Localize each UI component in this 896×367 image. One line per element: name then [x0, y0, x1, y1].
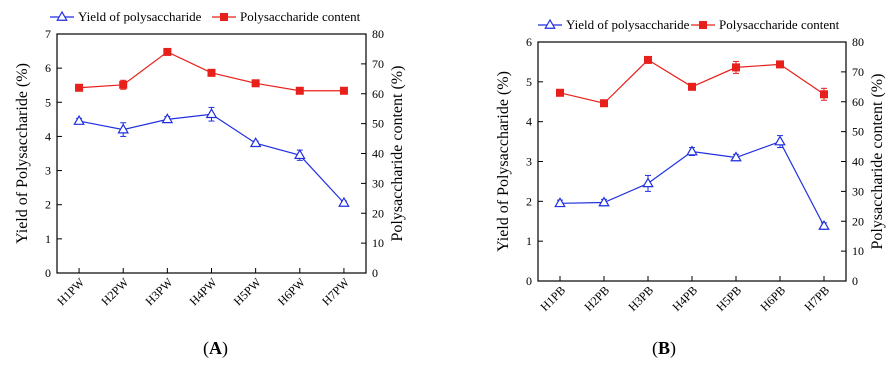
right-axis-tick-label: 30 — [852, 184, 864, 198]
x-axis-tick-label: H4PB — [669, 283, 700, 314]
left-axis-tick-label: 2 — [526, 194, 532, 208]
x-axis-tick-label: H2PW — [98, 275, 131, 308]
left-axis-tick-label: 5 — [526, 75, 532, 89]
left-axis-tick-label: 6 — [45, 61, 51, 75]
right-axis-tick-label: 10 — [372, 236, 384, 250]
content-point — [75, 83, 84, 92]
x-axis-tick-label: H4PW — [187, 275, 220, 308]
yield-point — [249, 137, 262, 148]
right-axis-title: Polysaccharide content (%) — [389, 66, 406, 242]
content-series-line — [559, 59, 825, 104]
yield-point — [818, 219, 830, 230]
panel-label-a: (A) — [203, 338, 228, 358]
yield-point — [730, 151, 742, 162]
content-point — [776, 60, 784, 69]
legend-yield-marker — [544, 18, 556, 29]
right-axis-tick-label: 0 — [852, 274, 858, 288]
right-axis-tick-label: 50 — [852, 125, 864, 139]
left-axis-tick-label: 6 — [526, 35, 532, 49]
legend-content-marker — [699, 21, 707, 29]
right-axis-tick-label: 80 — [852, 35, 864, 49]
left-axis-tick-label: 3 — [45, 164, 51, 178]
right-axis-tick-label: 60 — [852, 95, 864, 109]
left-axis-tick-label: 3 — [526, 155, 532, 169]
content-point — [339, 86, 348, 95]
left-axis-tick-label: 4 — [45, 129, 51, 143]
content-point — [295, 86, 304, 95]
right-axis-tick-label: 20 — [852, 214, 864, 228]
right-axis-tick-label: 70 — [372, 57, 384, 71]
x-axis-tick-label: H1PW — [54, 275, 87, 308]
content-point — [644, 55, 652, 64]
content-point — [820, 90, 828, 99]
yield-point — [117, 123, 130, 134]
x-axis-tick-label: H5PW — [231, 275, 264, 308]
left-axis-tick-label: 0 — [526, 274, 532, 288]
right-axis-tick-label: 60 — [372, 87, 384, 101]
left-axis-tick-label: 1 — [526, 234, 532, 248]
right-axis-tick-label: 50 — [372, 117, 384, 131]
legend-yield-marker — [56, 10, 68, 21]
left-axis-tick-label: 7 — [45, 27, 51, 41]
x-axis-tick-label: H6PB — [757, 283, 788, 314]
legend-content-label: Polysaccharide content — [719, 17, 840, 32]
content-point — [688, 82, 696, 91]
x-axis-tick-label: H6PW — [275, 275, 308, 308]
x-axis-tick-label: H3PW — [142, 275, 175, 308]
yield-point — [598, 196, 610, 207]
left-axis-tick-label: 2 — [45, 198, 51, 212]
left-axis-title: Yield of Polysaccharide (%) — [495, 71, 512, 252]
legend-content-marker — [220, 13, 228, 21]
right-axis-tick-label: 0 — [372, 266, 378, 280]
legend-content-label: Polysaccharide content — [240, 9, 361, 24]
yield-point — [73, 114, 85, 125]
right-axis-tick-label: 80 — [372, 27, 384, 41]
legend-yield-label: Yield of polysaccharide — [78, 9, 202, 24]
yield-point — [205, 108, 218, 119]
left-axis-tick-label: 5 — [45, 95, 51, 109]
yield-point — [774, 135, 786, 146]
yield-point — [686, 145, 698, 156]
content-point — [251, 79, 260, 88]
yield-point — [338, 196, 350, 207]
x-axis-tick-label: H3PB — [625, 283, 656, 314]
legend-yield-label: Yield of polysaccharide — [566, 17, 690, 32]
content-point — [600, 99, 608, 108]
content-point — [732, 63, 740, 72]
right-axis-tick-label: 70 — [852, 65, 864, 79]
right-axis-tick-label: 10 — [852, 244, 864, 258]
x-axis-tick-label: H7PB — [801, 283, 832, 314]
content-point — [163, 47, 172, 56]
content-point — [119, 80, 128, 89]
yield-point — [554, 197, 566, 208]
right-axis-tick-label: 40 — [372, 147, 384, 161]
x-axis-tick-label: H1PB — [537, 283, 568, 314]
right-axis-tick-label: 30 — [372, 176, 384, 190]
right-axis-tick-label: 40 — [852, 155, 864, 169]
yield-point — [642, 177, 654, 188]
content-point — [207, 68, 216, 77]
x-axis-tick-label: H5PB — [713, 283, 744, 314]
left-axis-tick-label: 4 — [526, 115, 532, 129]
yield-point — [293, 149, 306, 160]
left-axis-tick-label: 1 — [45, 232, 51, 246]
yield-point — [161, 113, 174, 124]
content-point — [556, 88, 564, 97]
right-axis-title: Polysaccharide content (%) — [869, 74, 886, 250]
x-axis-tick-label: H2PB — [581, 283, 612, 314]
panel-label-b: (B) — [652, 338, 677, 358]
right-axis-tick-label: 20 — [372, 206, 384, 220]
left-axis-tick-label: 0 — [45, 266, 51, 280]
left-axis-title: Yield of Polysaccharide (%) — [14, 63, 31, 244]
x-axis-tick-label: H7PW — [319, 275, 352, 308]
